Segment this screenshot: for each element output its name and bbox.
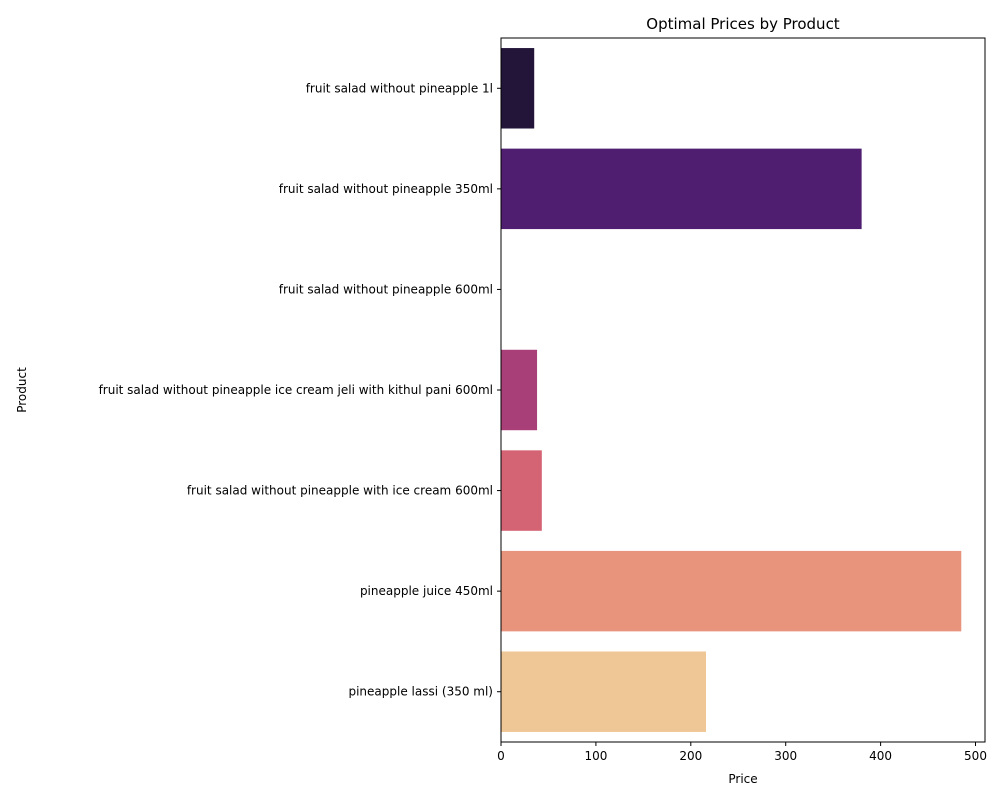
x-axis-ticks: 0 100 200 300 400 500 (497, 742, 987, 763)
x-tick-label: 500 (964, 749, 987, 763)
x-tick-label: 300 (774, 749, 797, 763)
x-axis-label: Price (728, 772, 757, 786)
y-tick-label: fruit salad without pineapple ice cream … (99, 383, 493, 397)
y-tick-label: pineapple lassi (350 ml) (348, 685, 493, 699)
x-tick-label: 400 (869, 749, 892, 763)
x-tick-label: 100 (584, 749, 607, 763)
y-tick-label: pineapple juice 450ml (360, 584, 493, 598)
plot-area-border (500, 37, 986, 743)
bar (501, 48, 535, 129)
y-tick-label: fruit salad without pineapple with ice c… (187, 484, 493, 498)
y-axis-label: Product (15, 367, 29, 413)
y-tick-label: fruit salad without pineapple 350ml (279, 182, 493, 196)
x-tick-label: 200 (679, 749, 702, 763)
bars-group (501, 48, 962, 732)
bar (501, 349, 538, 431)
bar (501, 550, 962, 632)
y-tick-label: fruit salad without pineapple 1l (306, 81, 493, 95)
y-axis-ticks: fruit salad without pineapple 1l fruit sa… (99, 81, 501, 699)
chart-title: Optimal Prices by Product (646, 15, 840, 33)
bar (501, 450, 542, 531)
y-tick-label: fruit salad without pineapple 600ml (279, 282, 493, 296)
bar (501, 148, 862, 230)
bar (501, 651, 706, 732)
axes-frame (500, 37, 986, 743)
x-tick-label: 0 (497, 749, 505, 763)
